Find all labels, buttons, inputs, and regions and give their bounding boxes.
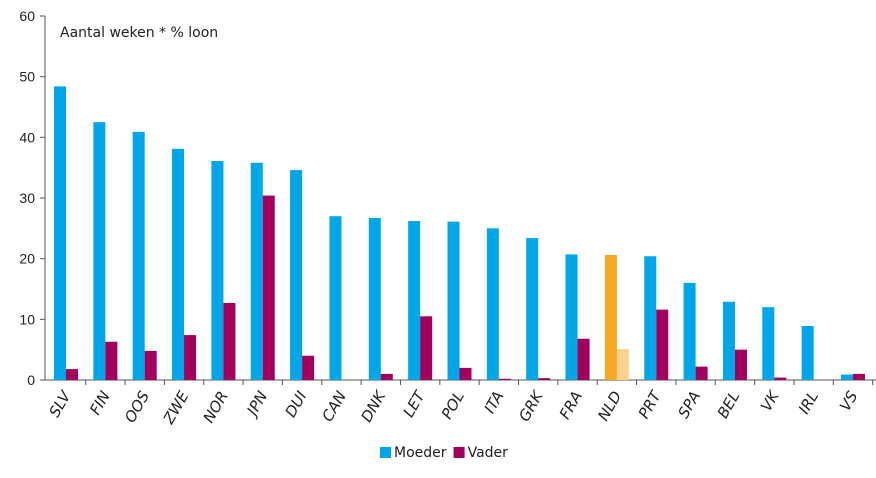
- x-tick-label: PRT: [635, 386, 666, 421]
- y-tick-label: 0: [27, 372, 35, 388]
- bar-moeder-vk: [762, 307, 775, 380]
- bar-vader-vs: [853, 373, 865, 380]
- bar-vader-zwe: [184, 335, 197, 380]
- bar-moeder-grk: [526, 238, 539, 380]
- bar-vader-dui: [302, 355, 315, 380]
- x-tick-label: DUI: [281, 388, 310, 421]
- bar-moeder-can: [329, 216, 342, 380]
- bar-vader-let: [420, 316, 433, 380]
- y-tick-label: 50: [19, 69, 35, 85]
- legend-label-moeder: Moeder: [394, 445, 447, 461]
- bar-vader-slv: [66, 369, 78, 380]
- bar-vader-ita: [498, 378, 511, 380]
- y-tick-label: 40: [19, 129, 35, 145]
- x-tick-label: NLD: [594, 388, 625, 424]
- y-tick-label: 30: [19, 190, 35, 206]
- bar-vader-grk: [538, 378, 551, 380]
- bar-moeder-fra: [565, 254, 578, 380]
- x-tick-label: ZWE: [159, 388, 193, 428]
- bar-vader-dnk: [380, 373, 393, 380]
- y-tick-label: 10: [19, 311, 35, 327]
- x-tick-label: VS: [836, 388, 862, 415]
- x-tick-label: IRL: [795, 388, 822, 417]
- bar-moeder-prt: [644, 256, 657, 380]
- x-tick-label: LET: [400, 386, 430, 420]
- bar-vader-spa: [695, 366, 708, 380]
- bar-moeder-vs: [841, 374, 853, 380]
- bar-moeder-zwe: [172, 148, 185, 380]
- x-tick-label: DNK: [357, 387, 389, 425]
- y-tick-label: 60: [19, 8, 35, 24]
- x-tick-label: CAN: [318, 388, 350, 425]
- x-tick-label: FIN: [86, 388, 114, 418]
- bar-moeder-dnk: [368, 218, 381, 380]
- y-tick-label: 20: [19, 251, 35, 267]
- bar-vader-prt: [656, 309, 669, 380]
- bar-moeder-nld: [604, 255, 617, 380]
- bars: [54, 86, 865, 381]
- bar-moeder-oos: [132, 131, 145, 380]
- x-tick-label: JPN: [242, 388, 271, 421]
- bar-vader-nld: [616, 349, 629, 380]
- x-tick-label: ITA: [480, 388, 507, 416]
- bar-moeder-pol: [447, 221, 460, 380]
- x-tick-label: OOS: [121, 388, 153, 426]
- legend: Moeder Vader: [380, 445, 508, 461]
- bar-moeder-spa: [683, 282, 696, 380]
- chart-annotation: Aantal weken * % loon: [60, 25, 218, 41]
- bar-moeder-fin: [93, 122, 106, 381]
- bar-moeder-slv: [54, 86, 66, 380]
- bar-moeder-ita: [486, 228, 499, 380]
- bar-moeder-jpn: [250, 162, 263, 380]
- x-tick-label: VK: [757, 387, 783, 414]
- x-tick-label: SLV: [45, 387, 75, 421]
- bar-vader-pol: [459, 367, 472, 380]
- bar-vader-jpn: [262, 195, 275, 380]
- bar-moeder-dui: [290, 170, 303, 380]
- legend-swatch-vader: [453, 447, 465, 458]
- x-tick-label: NOR: [200, 388, 232, 426]
- x-tick-label: POL: [438, 388, 468, 422]
- bar-vader-vk: [774, 377, 787, 380]
- bar-moeder-nor: [211, 160, 224, 380]
- legend-swatch-moeder: [380, 447, 391, 458]
- x-tick-label: FRA: [556, 388, 586, 422]
- bar-vader-bel: [734, 349, 747, 380]
- x-axis-labels: SLV FIN OOS ZWE NOR JPN DUI CAN DNK LET POL ITA GRK F…: [45, 380, 874, 428]
- bar-vader-oos: [144, 350, 157, 380]
- bar-vader-fin: [105, 341, 118, 380]
- x-tick-label: GRK: [515, 387, 547, 425]
- x-tick-label: SPA: [674, 388, 704, 421]
- bar-vader-nor: [223, 302, 236, 380]
- bar-moeder-irl: [801, 326, 814, 380]
- bar-vader-fra: [577, 338, 590, 380]
- bar-moeder-let: [408, 221, 421, 380]
- bar-moeder-bel: [722, 301, 735, 380]
- x-tick-label: BEL: [714, 388, 744, 421]
- legend-label-vader: Vader: [468, 445, 509, 461]
